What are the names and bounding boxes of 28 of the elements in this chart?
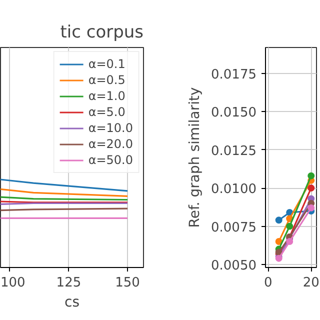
chart-title: tic corpus xyxy=(60,22,144,42)
legend-label: α=50.0 xyxy=(88,153,133,167)
point xyxy=(275,216,282,224)
legend-label: α=1.0 xyxy=(88,89,126,103)
legend-label: α=0.5 xyxy=(88,73,126,87)
x-tick-label: 100 xyxy=(0,276,26,290)
legend-label: α=10.0 xyxy=(88,121,133,135)
legend-label: α=0.1 xyxy=(88,57,126,71)
x-tick-label: 20 xyxy=(302,276,320,290)
y-tick-label: 0.0125 xyxy=(211,144,257,159)
y-tick-label: 0.0100 xyxy=(211,182,257,198)
point xyxy=(275,238,282,246)
y-tick-label: 0.0075 xyxy=(211,220,257,236)
legend-label: α=5.0 xyxy=(88,105,126,119)
x-axis-title: cs xyxy=(64,294,80,310)
point xyxy=(308,184,315,192)
y-tick-label: 0.0150 xyxy=(211,106,257,121)
point xyxy=(286,222,294,230)
point xyxy=(308,172,315,180)
y-axis-title: Ref. graph similarity xyxy=(187,87,204,228)
y-tick-label: 0.0050 xyxy=(211,258,257,274)
x-tick-label: 125 xyxy=(56,276,82,290)
point xyxy=(286,238,294,246)
x-tick-label: 150 xyxy=(115,276,140,290)
x-tick-label: 0 xyxy=(264,276,272,290)
legend-label: α=20.0 xyxy=(88,137,133,151)
y-tick-label: 0.0175 xyxy=(211,67,257,82)
point xyxy=(308,204,315,212)
